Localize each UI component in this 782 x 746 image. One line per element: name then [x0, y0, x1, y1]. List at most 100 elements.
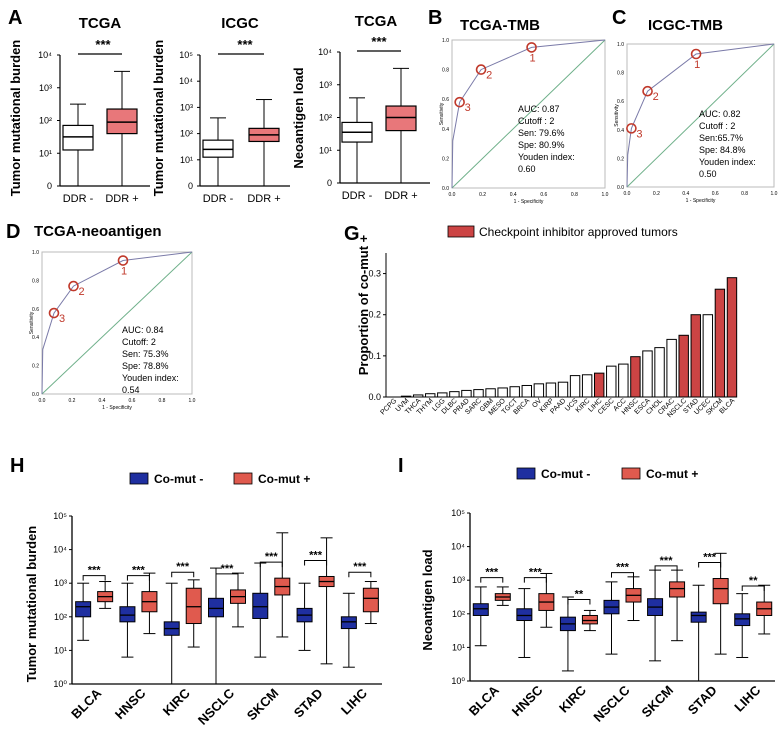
panel-h-label: H [10, 455, 24, 477]
bar-meso [497, 387, 508, 398]
x-tick-label-kirc: KIRC [556, 682, 590, 716]
significance-label: *** [132, 565, 146, 577]
box-lihc-neg [734, 613, 751, 627]
panel-b-label: B [428, 7, 442, 29]
bar-uvm [400, 395, 412, 398]
y-tick-label: 10³ [452, 575, 465, 585]
significance-label: *** [88, 565, 102, 577]
panel-d-auc: AUC: 0.84 [122, 325, 164, 335]
panel-g-barchart: 0.30.20.10.0PCPGUVMTHCATHYMLGGDLBCPRADSA… [368, 253, 738, 419]
significance-label: *** [221, 563, 235, 575]
y-tick-label: 10³ [319, 80, 332, 90]
box [106, 108, 138, 135]
x-tick-label: 0.2 [653, 191, 660, 197]
x-tick-label: 0.6 [129, 398, 136, 404]
x-tick-label: 0.8 [571, 192, 578, 198]
y-axis-label: Sensitivity [29, 311, 35, 334]
panel-b-youden: Youden index: [518, 152, 575, 162]
y-axis-label: Sensitivity [439, 102, 445, 125]
panel-g-legend-swatch [447, 225, 475, 238]
panel-b-roc: 1 2 3 0.00.0 0.2 0.2 0.4 0.4 0.6 0.6 0.8 0.8 1.0 1.0 1… [439, 38, 609, 205]
x-tick-label: DDR + [247, 193, 280, 205]
panel-c-spe: Spe: 84.8% [699, 145, 746, 155]
box [385, 105, 417, 132]
y-tick-label: 10² [39, 116, 52, 126]
significance-bracket [259, 561, 283, 568]
panel-b-auc: AUC: 0.87 [518, 104, 560, 114]
panel-i-ylabel: Neoantigen load [420, 549, 435, 650]
x-tick-label-skcm: SKCM [639, 683, 677, 721]
diagonal-line [451, 39, 606, 189]
y-tick-label: 10³ [180, 102, 193, 112]
roc-point-3 [626, 123, 637, 134]
x-tick-label: 0.0 [39, 398, 46, 404]
panel-a1-title: TCGA [79, 15, 122, 32]
box-hnsc-neg [516, 608, 533, 622]
bar-ov [533, 383, 545, 398]
x-tick-label: 0.4 [99, 398, 106, 404]
panel-b-title: TCGA-TMB [460, 17, 540, 34]
bar-thym [425, 393, 436, 398]
x-tick-label-hnsc: HNSC [509, 682, 546, 719]
significance-label: ** [749, 575, 758, 587]
y-tick-label: 10⁵ [451, 508, 465, 518]
bar-dlbc [449, 391, 460, 398]
x-tick-label: DDR - [63, 193, 94, 205]
panel-b-youden-value: 0.60 [518, 164, 536, 174]
bar-esca [642, 350, 653, 398]
diagonal-line [626, 43, 775, 188]
bar-prad [461, 389, 472, 398]
x-tick-label: 0.6 [540, 192, 547, 198]
panel-a1-significance: *** [95, 37, 111, 52]
y-tick-label: 10⁴ [318, 47, 332, 57]
significance-bracket [171, 571, 195, 578]
bar-tgct [509, 386, 520, 398]
bar-blca [726, 277, 738, 398]
box-kirc-pos [185, 587, 202, 625]
box-blca-neg [472, 603, 489, 616]
box-nsclc-neg [208, 597, 224, 618]
y-tick-label: 10¹ [452, 642, 465, 652]
panel-h-legend-neg-swatch [129, 472, 149, 485]
x-tick-label: 1.0 [602, 192, 609, 198]
significance-bracket [567, 598, 591, 605]
x-tick-label: 0.2 [69, 398, 76, 404]
roc-point-label: 3 [636, 128, 642, 140]
x-tick-label-hnsc: HNSC [112, 685, 149, 722]
significance-bracket [480, 577, 504, 583]
y-tick-label: 10⁵ [53, 511, 67, 521]
y-tick-label: 10⁰ [451, 676, 465, 686]
bar-lihc [594, 372, 605, 398]
bar-stad [690, 314, 701, 398]
y-tick-label: 0.6 [32, 307, 39, 313]
y-tick-label: 10² [452, 609, 465, 619]
x-tick-label-blca: BLCA [68, 685, 105, 722]
bar-paad [557, 381, 569, 398]
panel-c-cutoff: Cutoff : 2 [699, 121, 735, 131]
bar-hnsc [630, 356, 641, 398]
panel-d-title: TCGA-neoantigen [34, 223, 162, 240]
y-tick-label: 10³ [39, 83, 52, 93]
x-axis-label: 1 - Specificity [102, 405, 132, 411]
y-tick-label: 10⁰ [53, 679, 67, 689]
y-tick-label: 10⁴ [451, 542, 465, 552]
bar-ucs [569, 375, 581, 398]
y-tick-label: 10¹ [319, 145, 332, 155]
y-tick-label: 10¹ [54, 645, 67, 655]
bar-kirp [545, 382, 557, 398]
panel-g-legend-label: Checkpoint inhibitor approved tumors [479, 225, 678, 239]
y-tick-label: 10² [180, 129, 193, 139]
roc-point-2 [475, 64, 487, 75]
x-tick-label-blca: BLCA [466, 682, 503, 719]
y-tick-label: 10⁵ [179, 50, 193, 60]
significance-label: *** [660, 555, 674, 567]
x-tick-label-skcm: SKCM [244, 686, 282, 724]
x-tick-label: 0.6 [712, 191, 719, 197]
panel-a1-boxplot: 10⁴ 10³ 10² 10¹ 0 DDR - DDR + [38, 50, 150, 205]
y-tick-label: 10⁴ [38, 50, 52, 60]
x-tick-label: 0.8 [741, 191, 748, 197]
y-tick-label: 0.6 [442, 97, 449, 103]
significance-bracket [82, 575, 106, 581]
panel-h-boxplot: 10⁵ 10⁴ 10³ 10² 10¹ 10⁰ *** BLCA *** HNSC *** KIRC *… [53, 511, 382, 728]
